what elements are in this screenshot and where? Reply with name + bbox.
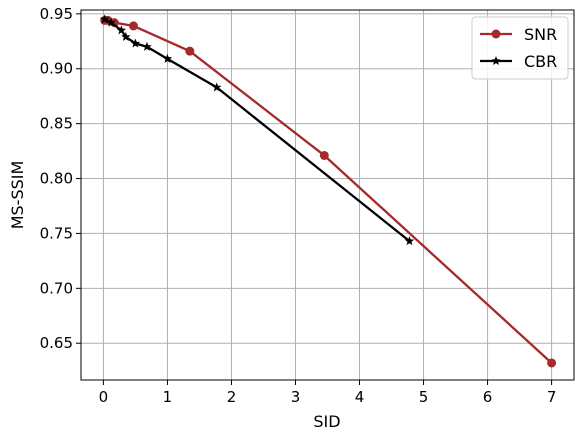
data-point-cbr <box>142 41 152 51</box>
data-point-cbr <box>130 38 141 48</box>
x-tick-label: 6 <box>483 388 493 406</box>
y-tick-label: 0.85 <box>40 115 73 133</box>
data-point-snr <box>185 46 195 56</box>
x-tick-label: 0 <box>99 388 109 406</box>
x-axis-label: SID <box>313 412 340 431</box>
y-tick-label: 0.75 <box>40 224 73 242</box>
data-point-cbr <box>121 31 131 41</box>
x-axis: 0 1 2 3 4 5 6 7 <box>99 380 557 406</box>
legend: SNR CBR <box>471 16 569 80</box>
y-tick-label: 0.80 <box>40 170 73 188</box>
y-tick-label: 0.95 <box>40 5 73 23</box>
data-point-cbr <box>211 82 222 92</box>
data-point-cbr <box>404 236 415 246</box>
data-point-snr <box>319 150 329 160</box>
y-tick-label: 0.65 <box>40 334 73 352</box>
data-point-cbr <box>106 17 116 27</box>
x-tick-label: 3 <box>291 388 301 406</box>
y-axis: 0.65 0.70 0.75 0.80 0.85 0.90 0.95 <box>40 5 81 352</box>
legend-marker-snr <box>491 29 501 39</box>
y-tick-label: 0.70 <box>40 279 73 297</box>
series-line-cbr <box>104 18 411 243</box>
series-lines <box>99 14 557 368</box>
data-point-cbr <box>162 53 173 63</box>
y-tick-label: 0.90 <box>40 60 73 78</box>
x-tick-label: 7 <box>547 388 557 406</box>
y-axis-label: MS-SSIM <box>8 161 27 230</box>
x-tick-label: 1 <box>163 388 173 406</box>
legend-label-cbr: CBR <box>524 52 557 71</box>
legend-label-snr: SNR <box>524 25 557 44</box>
x-tick-label: 2 <box>227 388 237 406</box>
data-point-snr <box>547 358 557 368</box>
x-tick-label: 4 <box>355 388 365 406</box>
x-tick-label: 5 <box>419 388 429 406</box>
data-point-cbr <box>99 14 110 24</box>
data-point-cbr <box>116 25 127 35</box>
plot-frame <box>80 9 575 381</box>
data-point-snr <box>129 21 139 31</box>
legend-marker-cbr <box>491 56 501 66</box>
